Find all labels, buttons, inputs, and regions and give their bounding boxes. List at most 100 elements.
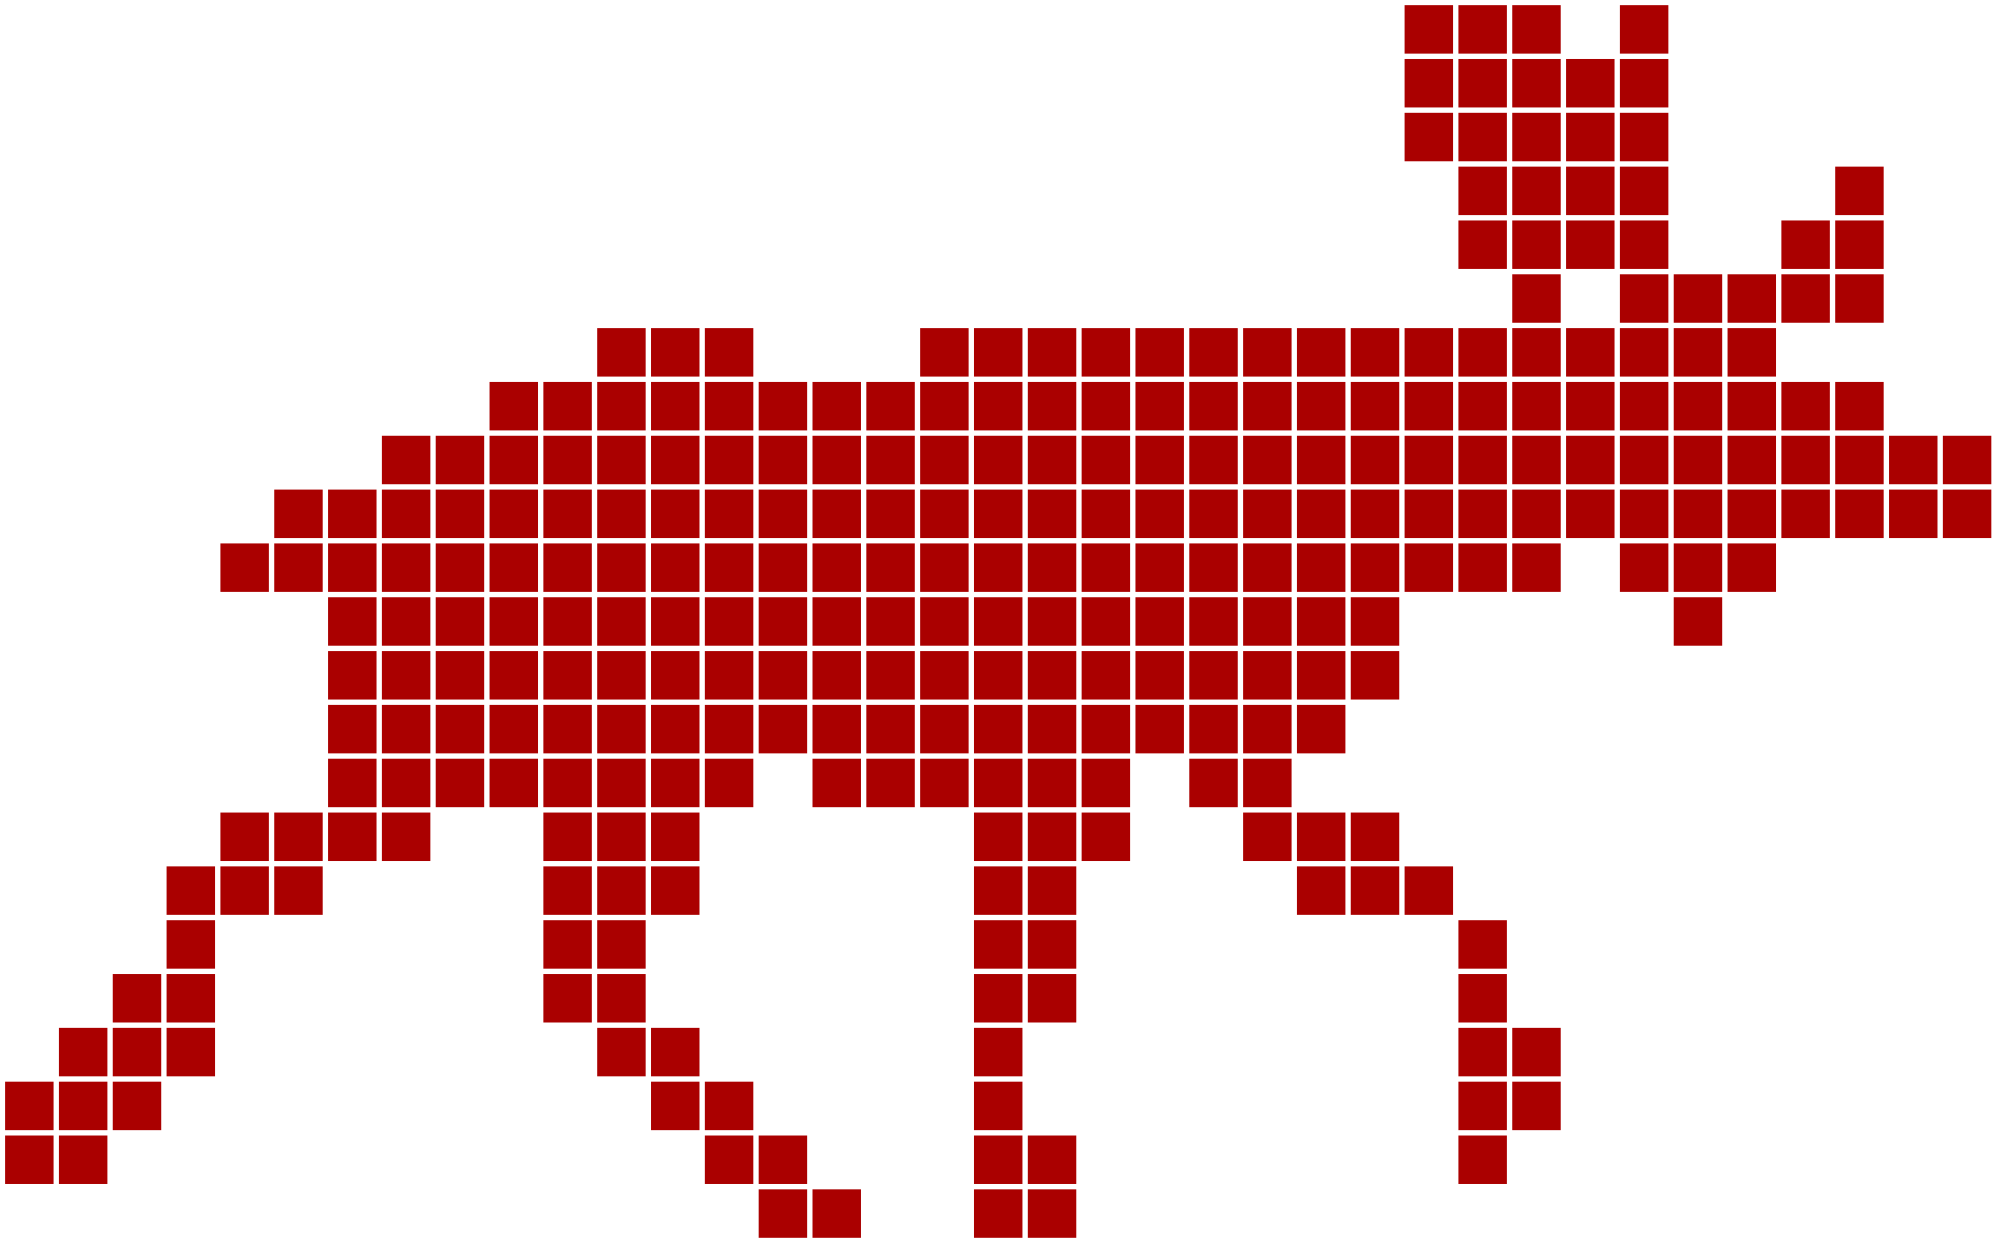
pixel-cell <box>1296 381 1346 431</box>
pixel-cell <box>1404 866 1454 915</box>
pixel-cell <box>866 543 915 592</box>
pixel-cell <box>1296 597 1346 646</box>
pixel-cell <box>1027 758 1077 808</box>
pixel-cell <box>758 651 808 700</box>
pixel-cell <box>758 489 808 539</box>
pixel-cell <box>1835 166 1884 216</box>
pixel-cell <box>1189 758 1238 808</box>
pixel-cell <box>1027 435 1077 485</box>
pixel-cell <box>1458 381 1507 431</box>
pixel-cell <box>112 1081 162 1131</box>
pixel-cell <box>1727 274 1777 323</box>
pixel-cell <box>1512 58 1561 108</box>
pixel-cell <box>166 866 216 915</box>
pixel-cell <box>543 758 592 808</box>
pixel-cell <box>1189 704 1238 754</box>
pixel-cell <box>1566 112 1615 162</box>
pixel-cell <box>1619 274 1669 323</box>
pixel-cell <box>1942 489 1992 539</box>
pixel-cell <box>1781 220 1830 269</box>
pixel-cell <box>973 1027 1023 1077</box>
pixel-cell <box>1081 328 1131 377</box>
pixel-cell <box>1027 597 1077 646</box>
pixel-cell <box>1889 435 1938 485</box>
pixel-cell <box>543 489 592 539</box>
pixel-cell <box>1296 435 1346 485</box>
pixel-cell <box>543 974 592 1023</box>
pixel-cell <box>1350 597 1400 646</box>
pixel-cell <box>1512 489 1561 539</box>
pixel-cell <box>328 597 377 646</box>
pixel-cell <box>1135 489 1184 539</box>
pixel-cell <box>597 812 646 862</box>
pixel-cell <box>920 543 969 592</box>
pixel-cell <box>58 1081 108 1131</box>
pixel-cell <box>1027 920 1077 969</box>
pixel-cell <box>1512 435 1561 485</box>
pixel-cell <box>1081 651 1131 700</box>
pixel-cell <box>1404 5 1454 54</box>
pixel-cell <box>1135 381 1184 431</box>
pixel-cell <box>758 1189 808 1238</box>
pixel-cell <box>1296 543 1346 592</box>
pixel-cell <box>973 651 1023 700</box>
pixel-cell <box>543 920 592 969</box>
pixel-cell <box>651 1081 700 1131</box>
pixel-cell <box>1889 489 1938 539</box>
pixel-cell <box>1027 381 1077 431</box>
pixel-cell <box>1458 543 1507 592</box>
pixel-cell <box>1619 435 1669 485</box>
pixel-cell <box>1296 651 1346 700</box>
pixel-cell <box>1458 220 1507 269</box>
pixel-cell <box>543 597 592 646</box>
pixel-cell <box>1512 381 1561 431</box>
pixel-cell <box>651 866 700 915</box>
pixel-cell <box>812 489 861 539</box>
pixel-cell <box>1512 543 1561 592</box>
pixel-cell <box>1027 974 1077 1023</box>
pixel-cell <box>597 1027 646 1077</box>
pixel-cell <box>381 489 431 539</box>
pixel-cell <box>1512 220 1561 269</box>
pixel-cell <box>973 974 1023 1023</box>
pixel-cell <box>1081 597 1131 646</box>
pixel-cell <box>1781 489 1830 539</box>
pixel-cell <box>1512 112 1561 162</box>
pixel-cell <box>1027 704 1077 754</box>
pixel-cell <box>1512 166 1561 216</box>
pixel-cell <box>1027 866 1077 915</box>
pixel-cell <box>489 597 539 646</box>
pixel-cell <box>1458 1135 1507 1184</box>
pixel-cell <box>1350 651 1400 700</box>
pixel-cell <box>274 489 323 539</box>
pixel-cell <box>973 381 1023 431</box>
pixel-cell <box>1027 543 1077 592</box>
pixel-cell <box>920 597 969 646</box>
pixel-cell <box>328 812 377 862</box>
pixel-cell <box>1189 489 1238 539</box>
pixel-cell <box>1458 328 1507 377</box>
pixel-cell <box>220 866 269 915</box>
pixel-cell <box>1673 328 1723 377</box>
pixel-cell <box>1189 597 1238 646</box>
pixel-cell <box>812 651 861 700</box>
pixel-cell <box>1081 543 1131 592</box>
pixel-cell <box>1566 381 1615 431</box>
pixel-cell <box>381 543 431 592</box>
pixel-cell <box>920 651 969 700</box>
pixel-cell <box>489 651 539 700</box>
pixel-cell <box>973 1135 1023 1184</box>
pixel-cell <box>920 381 969 431</box>
pixel-cell <box>812 704 861 754</box>
pixel-cell <box>651 489 700 539</box>
pixel-cell <box>812 435 861 485</box>
pixel-cell <box>704 758 754 808</box>
pixel-cell <box>1081 812 1131 862</box>
pixel-cell <box>1458 166 1507 216</box>
pixel-cell <box>328 758 377 808</box>
pixel-cell <box>1350 543 1400 592</box>
pixel-cell <box>1458 920 1507 969</box>
pixel-cell <box>1566 220 1615 269</box>
pixel-cell <box>1619 5 1669 54</box>
pixel-cell <box>1835 435 1884 485</box>
